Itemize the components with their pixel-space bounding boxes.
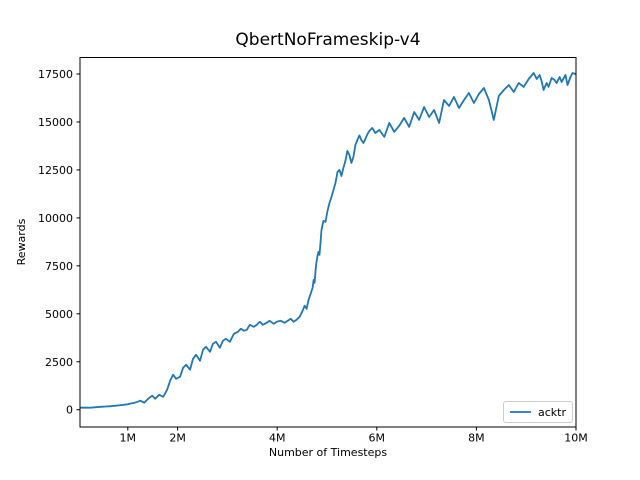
x-tick-label: 6M	[369, 432, 386, 445]
legend-label: acktr	[538, 405, 566, 419]
y-tick-label: 15000	[38, 116, 73, 129]
y-tick-label: 2500	[45, 356, 73, 369]
x-axis-label: Number of Timesteps	[268, 446, 388, 459]
y-tick-label: 5000	[45, 308, 73, 321]
x-tick-label: 10M	[564, 432, 588, 445]
series-line-acktr	[80, 72, 577, 409]
x-tick-label: 4M	[269, 432, 286, 445]
chart-title: QbertNoFrameskip-v4	[235, 30, 421, 50]
x-tick-label: 1M	[120, 432, 137, 445]
axes-frame	[79, 57, 577, 428]
y-tick-label: 17500	[38, 68, 73, 81]
y-tick-label: 12500	[38, 164, 73, 177]
x-tick-label: 8M	[468, 432, 485, 445]
y-tick-label: 7500	[45, 260, 73, 273]
legend-line-icon	[510, 411, 531, 413]
y-tick-label: 0	[66, 404, 73, 417]
y-tick-label: 10000	[38, 212, 73, 225]
x-tick-label: 2M	[169, 432, 186, 445]
legend: acktr	[503, 401, 573, 423]
